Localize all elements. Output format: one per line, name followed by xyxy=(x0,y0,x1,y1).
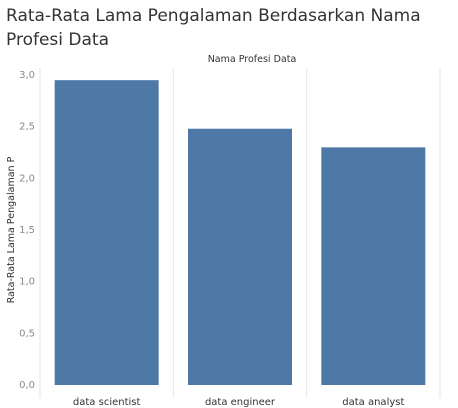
y-tick-label: 0,0 xyxy=(19,380,35,391)
y-axis-title: Rata-Rata Lama Pengalaman P xyxy=(6,156,17,303)
bar[interactable] xyxy=(188,128,292,385)
y-tick-label: 2,5 xyxy=(19,122,35,133)
chart-title: Rata-Rata Lama Pengalaman Berdasarkan Na… xyxy=(6,6,421,50)
y-tick-label: 1,0 xyxy=(19,277,35,288)
column-header-label: Nama Profesi Data xyxy=(208,54,297,65)
x-axis: data scientist data engineer data analyst xyxy=(73,397,405,408)
y-axis: 0,0 0,5 1,0 1,5 2,0 2,5 3,0 xyxy=(19,70,35,391)
y-tick-label: 2,0 xyxy=(19,173,35,184)
pane-dividers xyxy=(39,68,441,398)
y-tick-label: 1,5 xyxy=(19,225,35,236)
bars xyxy=(54,80,426,386)
bar[interactable] xyxy=(54,80,159,386)
x-category-label: data analyst xyxy=(342,397,404,408)
bar[interactable] xyxy=(321,147,426,385)
x-category-label: data engineer xyxy=(205,397,276,408)
y-tick-label: 3,0 xyxy=(19,70,35,81)
x-category-label: data scientist xyxy=(73,397,141,408)
y-tick-label: 0,5 xyxy=(19,328,35,339)
